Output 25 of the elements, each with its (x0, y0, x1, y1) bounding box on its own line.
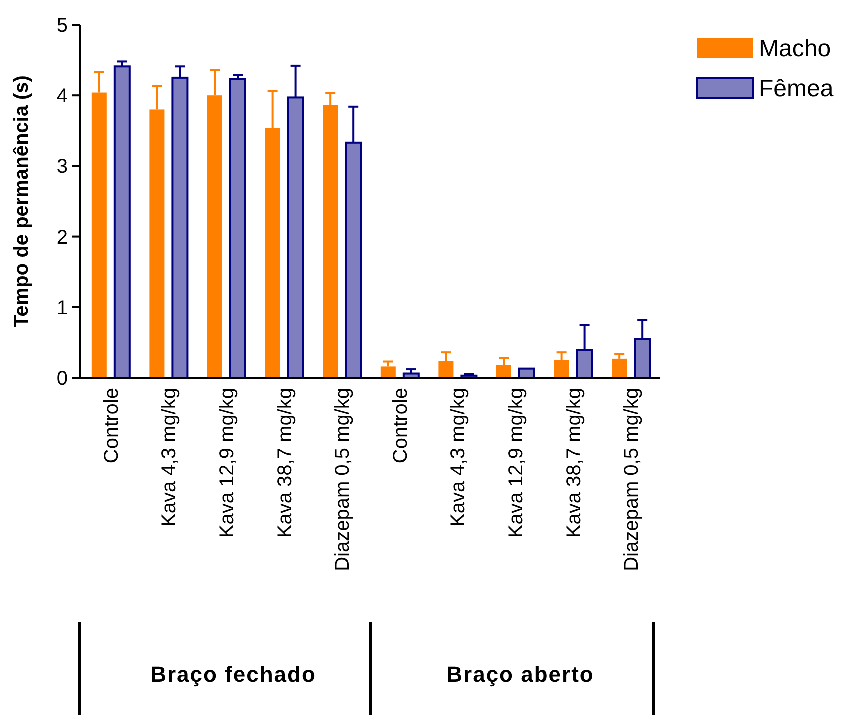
y-tick-label: 1 (56, 297, 68, 320)
x-tick-label: Kava 12,9 mg/kg (506, 388, 528, 538)
y-tick-label: 4 (56, 86, 68, 108)
y-tick-label: 0 (56, 368, 68, 390)
text: Braço fechado (150, 662, 316, 687)
bar (612, 358, 628, 378)
bar (230, 78, 246, 379)
x-tick-label: Kava 38,7 mg/kg (274, 388, 296, 538)
bar (380, 366, 396, 378)
x-tick-label: Kava 38,7 mg/kg (563, 388, 586, 538)
bar (114, 66, 131, 379)
y-tick-label: 5 (56, 15, 68, 37)
x-tick-label: Diazepam 0,5 mg/kg (332, 388, 354, 572)
legend-label: Fêmea (759, 75, 834, 102)
legend-label: Macho (759, 35, 832, 62)
y-tick-label: 3 (56, 156, 68, 178)
x-tick-label: Diazepam 0,5 mg/kg (621, 388, 644, 572)
y-tick-label: 2 (56, 226, 68, 249)
x-tick-label: Controle (390, 388, 412, 464)
x-tick-label: Controle (100, 388, 123, 464)
x-tick-label: Kava 4,3 mg/kg (158, 388, 181, 527)
x-tick-label: Kava 12,9 mg/kg (216, 388, 238, 538)
text: Braço aberto (446, 662, 594, 687)
x-tick-label: Kava 4,3 mg/kg (448, 388, 470, 527)
y-axis-title: Tempo de permanência (s) (11, 76, 33, 328)
